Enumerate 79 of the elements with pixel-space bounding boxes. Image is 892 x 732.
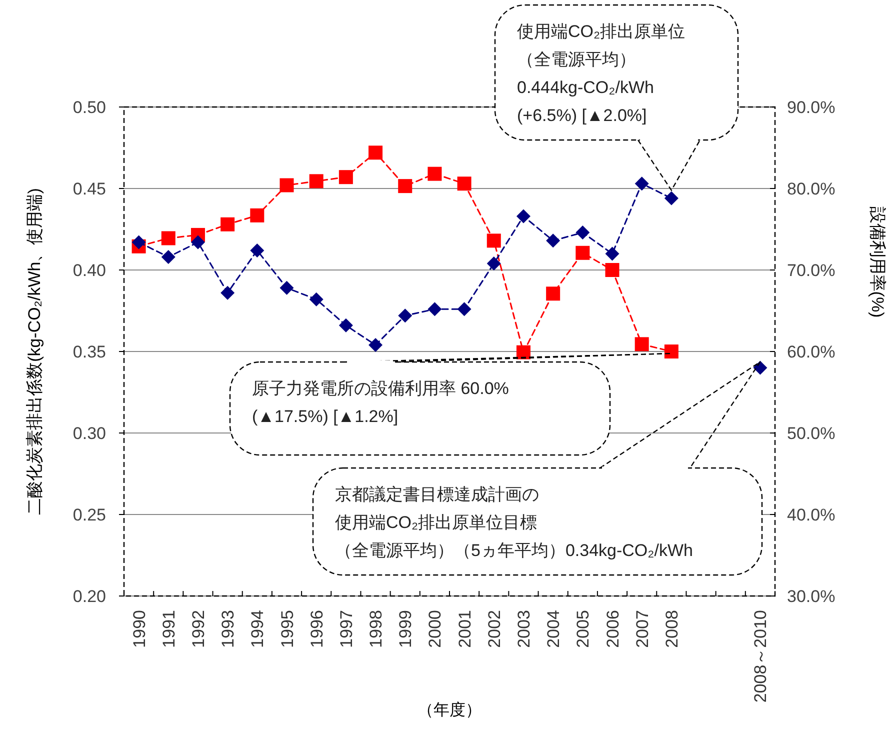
x-tick-label: 1993 bbox=[218, 610, 238, 648]
point bbox=[250, 243, 264, 258]
point bbox=[605, 246, 620, 261]
point bbox=[576, 246, 590, 260]
point bbox=[398, 308, 412, 323]
y2-tick-label: 80.0% bbox=[787, 180, 836, 198]
annotation: 原子力発電所の設備利用率 60.0% bbox=[252, 379, 509, 398]
point bbox=[309, 292, 324, 306]
point bbox=[338, 318, 353, 332]
y-tick-label: 0.40 bbox=[72, 261, 106, 280]
point bbox=[634, 337, 649, 352]
x-tick-label: 2000 bbox=[426, 610, 445, 648]
x-axis-title: （年度） bbox=[418, 701, 482, 719]
point bbox=[516, 345, 530, 360]
point bbox=[546, 234, 560, 248]
point bbox=[161, 250, 176, 264]
point bbox=[338, 170, 353, 184]
point bbox=[161, 231, 176, 246]
x-tick-label: 2007 bbox=[632, 610, 652, 648]
x-tick-label: 1994 bbox=[248, 610, 268, 648]
point bbox=[605, 263, 620, 277]
x-tick-label: 2001 bbox=[455, 610, 474, 648]
y-axis-title: 二酸化炭素排出係数(kg-CO₂/kWh、使用端) bbox=[25, 188, 44, 515]
point bbox=[280, 280, 294, 295]
x-tick-label: 1998 bbox=[366, 610, 386, 648]
point bbox=[516, 209, 530, 224]
x-tick-label: 2005 bbox=[574, 610, 593, 648]
point bbox=[250, 208, 264, 222]
point bbox=[309, 174, 324, 188]
x-tick-label: 2002 bbox=[484, 610, 504, 648]
x-tick-label: 1990 bbox=[130, 610, 149, 648]
point bbox=[398, 179, 412, 194]
point bbox=[428, 302, 442, 316]
y-tick-label: 0.20 bbox=[72, 587, 106, 606]
y2-tick-label: 50.0% bbox=[787, 424, 836, 443]
annotation: (+6.5%) [▲2.0%] bbox=[517, 106, 647, 125]
point bbox=[132, 235, 146, 250]
y-tick-label: 0.25 bbox=[72, 506, 106, 524]
point bbox=[664, 344, 678, 358]
annotation: 使用端CO₂排出原単位目標 bbox=[335, 513, 538, 532]
point bbox=[576, 226, 590, 240]
x-tick-label: 2004 bbox=[544, 610, 564, 648]
x-tick-label: 1992 bbox=[188, 610, 208, 648]
y2-tick-label: 40.0% bbox=[787, 506, 836, 524]
point bbox=[220, 217, 235, 232]
point bbox=[457, 302, 472, 316]
y2-tick-label: 70.0% bbox=[787, 261, 836, 280]
point bbox=[664, 191, 678, 206]
point bbox=[546, 286, 560, 301]
x-tick-label: 1997 bbox=[336, 610, 356, 648]
x-tick-label: 1996 bbox=[307, 610, 326, 648]
point bbox=[280, 178, 294, 192]
x-tick-label: 1991 bbox=[159, 610, 178, 648]
y2-tick-label: 30.0% bbox=[787, 587, 836, 606]
y-tick-label: 0.50 bbox=[72, 98, 106, 117]
point bbox=[368, 338, 383, 352]
annotation: 京都議定書目標達成計画の bbox=[335, 485, 539, 504]
point bbox=[486, 256, 501, 270]
annotation: （全電源平均）（5ヵ年平均）0.34kg-CO₂/kWh bbox=[335, 541, 693, 560]
x-tick-label: 2008 bbox=[662, 610, 682, 648]
y2-tick-label: 60.0% bbox=[787, 342, 836, 362]
point bbox=[190, 235, 205, 250]
point bbox=[634, 176, 649, 191]
x-tick-label: 2008～2010 bbox=[751, 610, 770, 703]
annotation: (▲17.5%) [▲1.2%] bbox=[252, 407, 398, 426]
x-tick-label: 2006 bbox=[603, 610, 622, 648]
y-tick-label: 0.35 bbox=[72, 342, 106, 362]
y2-axis-title: 設備利用率(%) bbox=[868, 206, 887, 318]
point bbox=[220, 286, 235, 300]
point bbox=[486, 234, 501, 248]
point bbox=[368, 146, 383, 160]
y-tick-label: 0.30 bbox=[72, 424, 106, 443]
y2-tick-label: 90.0% bbox=[787, 98, 836, 117]
y-tick-label: 0.45 bbox=[72, 180, 106, 198]
x-tick-label: 1999 bbox=[396, 610, 416, 648]
x-tick-label: 1995 bbox=[278, 610, 297, 648]
x-tick-label: 2003 bbox=[514, 610, 534, 648]
point bbox=[428, 166, 442, 181]
point bbox=[457, 176, 472, 191]
